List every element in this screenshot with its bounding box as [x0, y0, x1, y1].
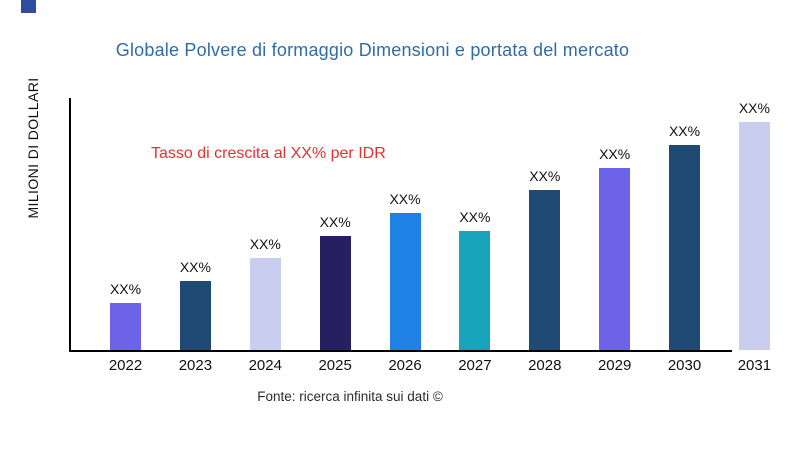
bar-value-label: XX% — [529, 168, 561, 184]
bar-cell: XX% — [180, 96, 211, 350]
source-footer: Fonte: ricerca infinita sui dati © — [257, 389, 443, 404]
bar-value-label: XX% — [668, 123, 701, 139]
bar-cell: XX% — [110, 96, 141, 350]
bar-2022 — [110, 303, 141, 350]
bar-cell: XX% — [389, 96, 421, 350]
x-axis-tick-label: 2026 — [388, 357, 422, 374]
bar-2023 — [179, 281, 211, 350]
x-axis-tick: 2022 — [108, 357, 143, 374]
bar-value-label: XX% — [249, 236, 281, 252]
bar-value-label: XX% — [179, 259, 211, 275]
bar-2026 — [389, 213, 421, 350]
bar-2025 — [319, 236, 351, 350]
x-axis-tick-label: 2027 — [458, 357, 492, 374]
x-axis-tick: 2030 — [667, 357, 702, 374]
bar-value-label: XX% — [389, 191, 421, 207]
x-axis-tick-label: 2031 — [737, 357, 772, 374]
x-axis-tick: 2027 — [458, 357, 492, 374]
bar-cell: XX% — [599, 96, 630, 350]
x-axis-tick-label: 2022 — [108, 357, 143, 374]
bar-value-label: XX% — [109, 281, 142, 297]
x-axis-tick-label: 2024 — [248, 357, 282, 374]
x-axis-tick: 2028 — [528, 357, 562, 374]
chart-title: Globale Polvere di formaggio Dimensioni … — [115, 40, 630, 60]
x-axis-tick-label: 2029 — [597, 357, 632, 374]
bar-value-label: XX% — [738, 100, 770, 116]
bar-cell: XX% — [320, 96, 351, 350]
bars-row: XX% XX% XX% XX% XX% XX% XX% XX% XX% XX% — [110, 96, 770, 350]
bar-cell: XX% — [529, 96, 560, 350]
bar-2029 — [599, 168, 631, 350]
bar-cell: XX% — [250, 96, 281, 350]
bar-2031 — [738, 122, 770, 350]
bar-value-label: XX% — [599, 146, 631, 162]
bar-cell: XX% — [739, 96, 770, 350]
x-axis-tick-label: 2025 — [318, 357, 352, 374]
x-axis-tick-label: 2028 — [528, 357, 562, 374]
growth-rate-annotation: Tasso di crescita al XX% per IDR — [151, 145, 386, 162]
bar-value-label: XX% — [319, 214, 351, 230]
x-axis-tick-label: 2030 — [667, 357, 702, 374]
bar-2024 — [249, 258, 281, 350]
y-axis-line — [69, 98, 71, 352]
x-axis-labels: 2022 2023 2024 2025 2026 2027 2028 2029 2030 2031 — [108, 357, 772, 374]
x-axis-tick: 2023 — [178, 357, 213, 374]
bar-2028 — [529, 190, 561, 350]
brand-logo-square — [21, 0, 36, 13]
x-axis-tick-label: 2023 — [178, 357, 213, 374]
x-axis-tick: 2029 — [597, 357, 632, 374]
x-axis-tick: 2026 — [388, 357, 422, 374]
x-axis-tick: 2025 — [318, 357, 352, 374]
bar-cell: XX% — [669, 96, 700, 350]
y-axis-title: MILIONI DI DOLLARI — [25, 77, 41, 219]
x-axis-line — [69, 350, 732, 352]
bar-value-label: XX% — [459, 209, 491, 225]
x-axis-tick: 2031 — [737, 357, 772, 374]
bar-2030 — [669, 145, 700, 350]
bar-2027 — [459, 231, 491, 350]
x-axis-tick: 2024 — [248, 357, 282, 374]
bar-cell: XX% — [459, 96, 490, 350]
